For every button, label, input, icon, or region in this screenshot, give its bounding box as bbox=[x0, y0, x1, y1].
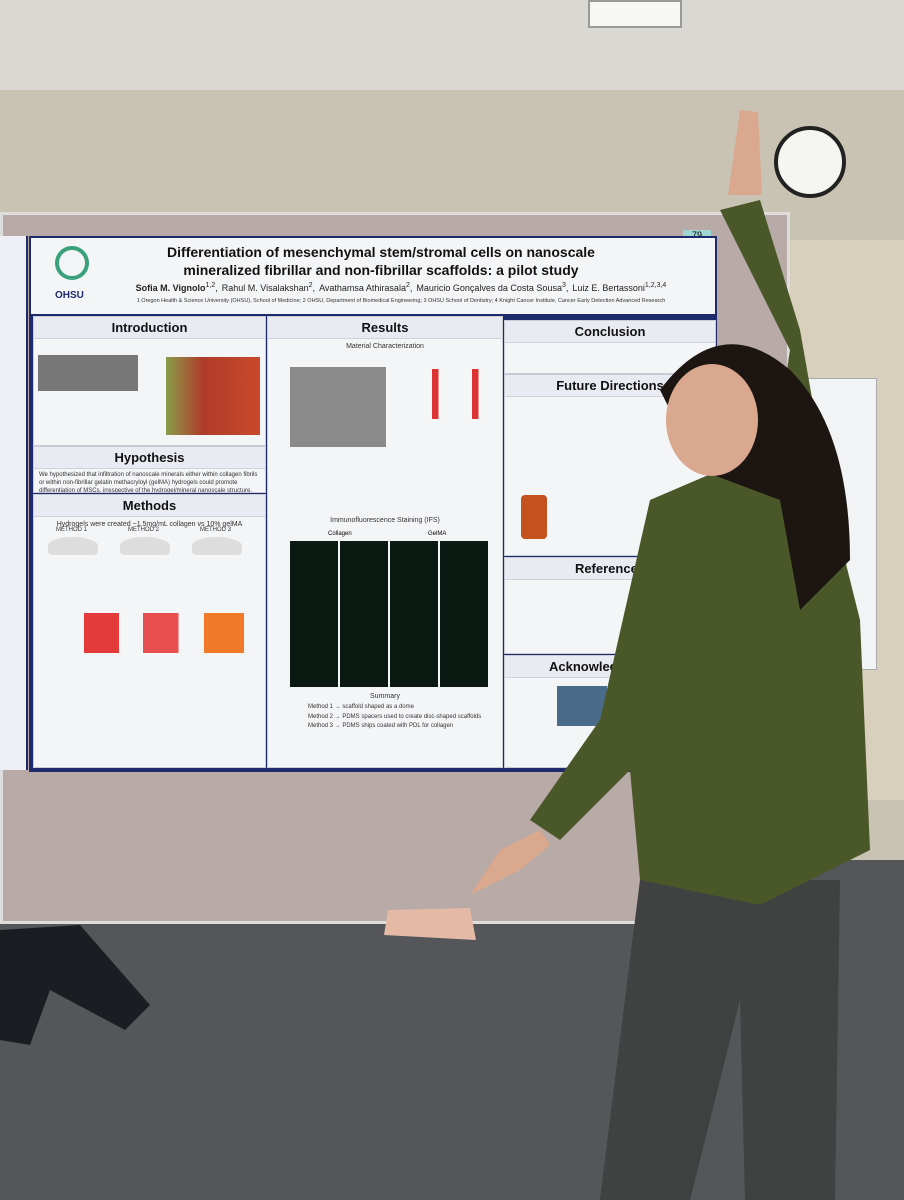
method-step: METHOD 1 bbox=[56, 527, 88, 533]
hypothesis-text: We hypothesized that infiltration of nan… bbox=[39, 472, 258, 493]
author-name: Mauricio Gonçalves da Costa Sousa bbox=[416, 283, 562, 293]
summary-line: Method 2 → PDMS spacers used to create d… bbox=[308, 713, 482, 720]
left-poster bbox=[0, 236, 28, 770]
method-step: METHOD 3 bbox=[200, 527, 232, 533]
hypothesis-panel: Hypothesis We hypothesized that infiltra… bbox=[33, 446, 266, 493]
passerby-legs bbox=[0, 925, 150, 1045]
author-affil: 1,2,3,4 bbox=[644, 282, 667, 289]
sem-image bbox=[38, 355, 138, 391]
ifs-grid bbox=[290, 541, 490, 687]
woman-legs bbox=[600, 880, 840, 1200]
method-shape bbox=[192, 537, 242, 555]
flasks bbox=[84, 613, 244, 653]
author-name: Sofia M. Vignolo bbox=[135, 283, 206, 293]
author-name: Rahul M. Visalakshan bbox=[221, 283, 309, 293]
author-affil: 2 bbox=[405, 282, 410, 289]
conclusion-panel: Conclusion bbox=[504, 320, 716, 374]
author-name: Luiz E. Bertassoni bbox=[572, 283, 645, 293]
heading: Hypothesis bbox=[34, 447, 265, 469]
woman-face bbox=[666, 364, 758, 476]
author-affil: 2 bbox=[308, 282, 313, 289]
logo: OHSU bbox=[55, 290, 84, 301]
summary-line: Method 1 → scaffold shaped as a dome bbox=[308, 704, 414, 710]
summary-label: Summary bbox=[370, 693, 400, 700]
separator: , bbox=[565, 283, 569, 293]
clock bbox=[774, 126, 846, 198]
bar-chart-image bbox=[408, 369, 488, 419]
col-label-1: Collagen bbox=[328, 531, 352, 537]
methods-subtitle: Hydrogels were created ~1.5mg/mL collage… bbox=[56, 521, 243, 528]
bottle bbox=[521, 495, 547, 539]
passerby-shoe bbox=[384, 908, 476, 940]
introduction-panel: Introduction bbox=[33, 316, 266, 446]
woman-hand-up bbox=[728, 110, 762, 195]
title-area: OHSU Differentiation of mesenchymal stem… bbox=[31, 238, 715, 314]
photo bbox=[557, 686, 607, 726]
methods-panel: Methods Hydrogels were created ~1.5mg/mL… bbox=[33, 494, 266, 768]
author-affil: 3 bbox=[561, 282, 566, 289]
ifs-label: Immunofluorescence Staining (IFS) bbox=[330, 517, 440, 524]
ceiling bbox=[0, 0, 904, 90]
separator: , bbox=[312, 283, 316, 293]
stain-image bbox=[166, 357, 260, 435]
heading: Methods bbox=[34, 495, 265, 517]
heading: Results bbox=[268, 317, 502, 339]
method-step: METHOD 2 bbox=[128, 527, 160, 533]
sem-grid bbox=[290, 367, 386, 447]
summary-line: Method 3 → PDMS ships coated with PDL fo… bbox=[308, 723, 454, 730]
heading: Introduction bbox=[34, 317, 265, 339]
separator: , bbox=[409, 283, 413, 293]
separator: , bbox=[215, 283, 218, 293]
heading: Conclusion bbox=[505, 321, 715, 343]
method-shape bbox=[120, 537, 170, 555]
woman-sweater bbox=[530, 200, 870, 905]
logo-mark bbox=[55, 246, 89, 280]
authors: Sofia M. Vignolo1,2, Rahul M. Visalakshan… bbox=[121, 282, 681, 293]
poster-title: Differentiation of mesenchymal stem/stro… bbox=[167, 244, 595, 278]
summary-lines: Method 1 → scaffold shaped as a dome Meth… bbox=[308, 703, 498, 732]
col-label-2: GelMA bbox=[428, 531, 447, 537]
ceiling-light bbox=[588, 0, 682, 28]
author-affil: 1,2 bbox=[205, 282, 216, 289]
author-name: Avathamsa Athirasala bbox=[319, 283, 406, 293]
woman-hand-point bbox=[470, 830, 550, 895]
method-shape bbox=[48, 537, 98, 555]
results-panel: Results Material Characterization Immuno… bbox=[267, 316, 503, 768]
affiliations: 1 Oregon Health & Science University (OH… bbox=[136, 298, 666, 304]
material-label: Material Characterization bbox=[346, 343, 424, 350]
